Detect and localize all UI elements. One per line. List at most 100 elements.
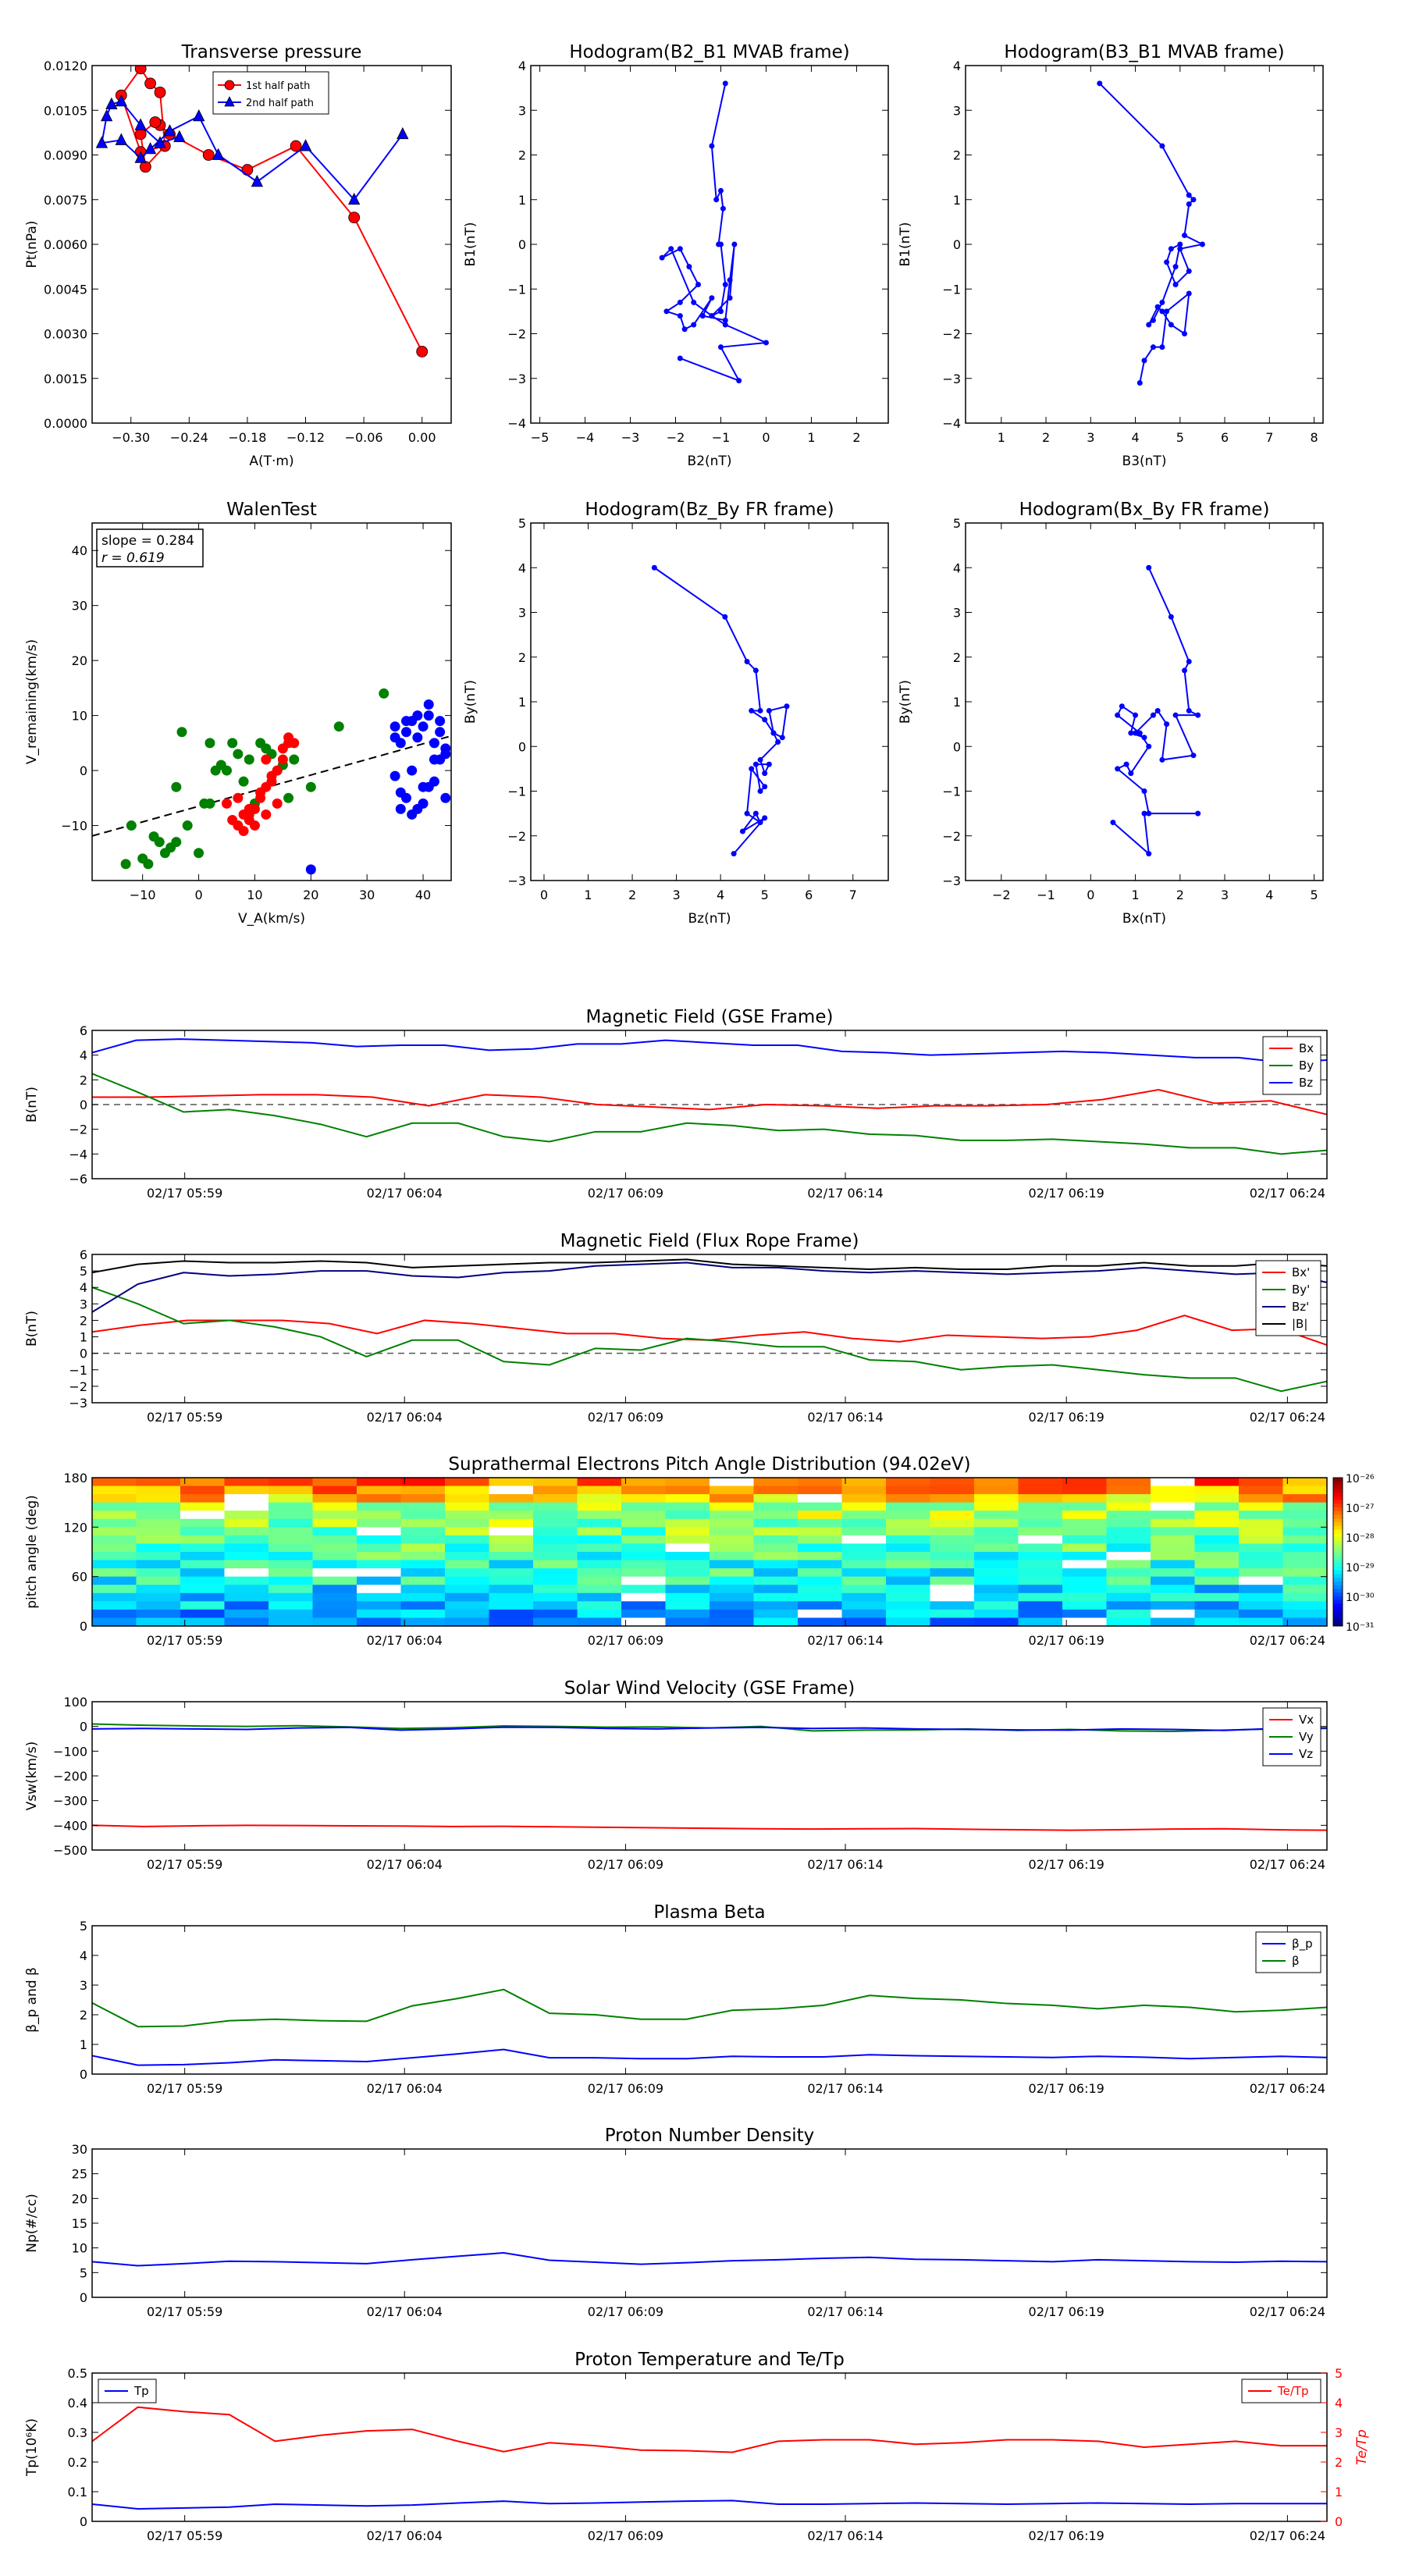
- heatmap-cell: [665, 1478, 710, 1487]
- y-tick-label: −100: [53, 1744, 87, 1759]
- heatmap-cell: [974, 1518, 1019, 1528]
- heatmap-cell: [92, 1502, 137, 1511]
- y-tick-label: 4: [953, 59, 961, 73]
- data-point: [727, 295, 733, 301]
- heatmap-cell: [1194, 1518, 1240, 1528]
- y-tick-label: 2: [953, 148, 961, 163]
- heatmap-cell: [1194, 1560, 1240, 1569]
- heatmap-cell: [1106, 1485, 1151, 1495]
- heatmap-cell: [489, 1510, 534, 1520]
- heatmap-cell: [841, 1568, 887, 1578]
- heatmap-cell: [1239, 1609, 1284, 1619]
- heatmap-cell: [269, 1485, 314, 1495]
- heatmap-cell: [1018, 1485, 1063, 1495]
- heatmap-cell: [489, 1502, 534, 1511]
- data-point: [1154, 707, 1161, 713]
- heatmap-cell: [357, 1568, 402, 1578]
- panel-h3: Hodogram(Bz_By FR frame) −3 −2 −1 0 1 2 3 4 5 0 1 2 3…: [463, 500, 889, 927]
- heatmap-cell: [753, 1585, 799, 1594]
- heatmap-cell: [269, 1510, 314, 1520]
- colorbar-cell: [1333, 1578, 1343, 1582]
- data-point: [1159, 344, 1165, 350]
- x-tick-label: 02/17 06:24: [1250, 2081, 1325, 2096]
- heatmap-cell: [224, 1478, 269, 1487]
- y-tick-label: 0.3: [68, 2425, 87, 2440]
- heatmap-cell: [224, 1568, 269, 1578]
- data-point-x: [182, 820, 193, 831]
- heatmap-cell: [710, 1535, 755, 1545]
- heatmap-cell: [269, 1494, 314, 1503]
- heatmap-cell: [886, 1543, 931, 1553]
- data-point: [1146, 564, 1152, 571]
- heatmap-cell: [224, 1552, 269, 1561]
- x-tick-label: 40: [415, 888, 431, 902]
- y-tick-label: 100: [63, 1695, 87, 1710]
- x-tick-label: −0.18: [228, 430, 266, 445]
- x-tick-label: 02/17 06:24: [1250, 1186, 1325, 1201]
- heatmap-cell: [577, 1535, 622, 1545]
- y-axis-label: By(nT): [898, 680, 913, 724]
- data-point-z: [389, 732, 400, 743]
- data-point-x: [244, 754, 254, 765]
- data-point: [1186, 192, 1192, 198]
- plot-area: [1110, 564, 1201, 857]
- legend-label: β_p: [1292, 1937, 1313, 1952]
- colorbar-cell: [1333, 1529, 1343, 1534]
- colorbar-label: 10⁻³⁰: [1346, 1592, 1375, 1604]
- heatmap-cell: [1018, 1494, 1063, 1503]
- heatmap-cell: [224, 1560, 269, 1569]
- y-tick-label: 0.0075: [44, 193, 87, 208]
- y-tick-label: −3: [942, 372, 961, 386]
- heatmap-cell: [665, 1560, 710, 1569]
- heatmap-cell: [1151, 1527, 1196, 1536]
- data-point-triangle: [115, 94, 127, 107]
- colorbar-cell: [1333, 1559, 1343, 1564]
- heatmap-cell: [1194, 1552, 1240, 1561]
- heatmap-cell: [974, 1510, 1019, 1520]
- heatmap-cell: [710, 1518, 755, 1528]
- heatmap-cell: [1062, 1585, 1108, 1594]
- y-tick-label: 0: [80, 1720, 87, 1735]
- heatmap-cell: [489, 1552, 534, 1561]
- heatmap-cell: [445, 1576, 490, 1585]
- heatmap-cell: [445, 1510, 490, 1520]
- heatmap-cell: [798, 1601, 843, 1610]
- heatmap-cell: [753, 1601, 799, 1610]
- heatmap-cell: [269, 1543, 314, 1553]
- heatmap-cell: [621, 1502, 667, 1511]
- data-point: [1186, 201, 1192, 207]
- x-tick-label: 02/17 06:14: [807, 2081, 883, 2096]
- y-tick-label: −500: [53, 1843, 87, 1858]
- legend-label: Bx': [1292, 1265, 1310, 1279]
- data-point: [677, 355, 683, 361]
- data-point-z: [435, 727, 446, 738]
- y-tick-label: −10: [61, 819, 87, 834]
- heatmap-cell: [312, 1560, 357, 1569]
- data-point: [1133, 712, 1139, 718]
- heatmap-cell: [180, 1535, 226, 1545]
- heatmap-cell: [710, 1617, 755, 1627]
- x-tick-label: 02/17 06:09: [588, 2304, 663, 2319]
- data-point: [749, 707, 755, 713]
- heatmap-cell: [1151, 1609, 1196, 1619]
- heatmap-cell: [136, 1485, 181, 1495]
- y-tick-label: 0: [80, 2290, 87, 2305]
- heatmap-cell: [798, 1617, 843, 1627]
- y-tick-label: −4: [69, 1147, 87, 1162]
- heatmap-cell: [269, 1609, 314, 1619]
- data-point: [752, 761, 759, 767]
- heatmap-cell: [269, 1478, 314, 1487]
- heatmap-cell: [92, 1510, 137, 1520]
- heatmap-cell: [1194, 1585, 1240, 1594]
- data-point-x: [238, 776, 249, 787]
- heatmap-cell: [445, 1592, 490, 1602]
- heatmap-cell: [798, 1585, 843, 1594]
- y-axis-label: Tp(10⁶K): [24, 2418, 40, 2477]
- series-line-Te/Tp: [91, 2406, 1327, 2453]
- panel-temp: Proton Temperature and Te/Tp 0 0.1 0.2 0.3 0.…: [24, 2350, 1370, 2543]
- series-line-By': [91, 1286, 1328, 1393]
- heatmap-cell: [92, 1485, 137, 1495]
- heatmap-cell: [400, 1535, 446, 1545]
- x-tick-label: −10: [130, 888, 156, 902]
- series-line-Bx: [92, 1088, 1328, 1115]
